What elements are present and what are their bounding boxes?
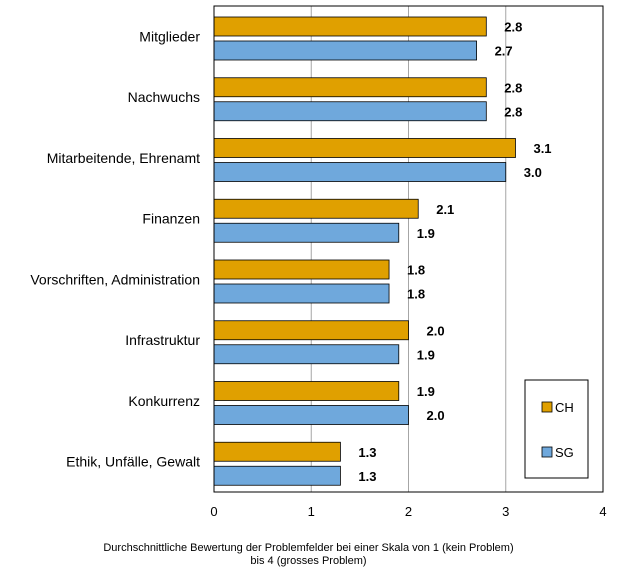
legend-box	[524, 379, 589, 479]
value-label: 2.8	[504, 80, 522, 95]
legend-swatch-sg	[541, 446, 553, 458]
x-axis-title-line1: Durchschnittliche Bewertung der Problemf…	[103, 542, 514, 554]
x-axis-title-line2: bis 4 (grosses Problem)	[250, 555, 367, 567]
bar-ch	[213, 16, 487, 37]
bar-ch	[213, 259, 390, 280]
category-labels: Mitglieder Nachwuchs Mitarbeitende, Ehrena…	[30, 28, 200, 469]
bar-sg	[213, 222, 400, 243]
x-tick-label: 3	[502, 504, 509, 519]
bar-ch	[213, 441, 341, 462]
value-label: 3.0	[524, 165, 542, 180]
bar-sg	[213, 40, 477, 61]
bar-sg	[213, 101, 487, 122]
bar-sg	[213, 344, 400, 365]
category-label: Ethik, Unfälle, Gewalt	[66, 454, 200, 470]
value-label: 2.0	[427, 408, 445, 423]
value-label: 2.7	[495, 44, 513, 59]
category-label: Finanzen	[142, 211, 200, 227]
value-label: 1.3	[358, 445, 376, 460]
bar-ch	[213, 381, 400, 401]
legend-swatch-ch	[541, 401, 553, 413]
bar-ch	[213, 198, 419, 219]
value-label: 1.9	[417, 384, 435, 399]
bar-ch	[213, 320, 409, 341]
value-label: 1.8	[407, 287, 425, 302]
category-label: Vorschriften, Administration	[30, 271, 200, 287]
value-label: 1.3	[358, 469, 376, 484]
x-axis-ticks: 0 1 2 3 4	[210, 504, 606, 519]
category-label: Mitarbeitende, Ehrenamt	[47, 150, 200, 166]
bar-sg	[213, 283, 390, 304]
category-label: Mitglieder	[139, 28, 200, 44]
x-tick-label: 1	[308, 504, 315, 519]
x-tick-label: 0	[210, 504, 217, 519]
value-label: 3.1	[533, 141, 551, 156]
value-label: 2.1	[436, 202, 454, 217]
bar-ch	[213, 138, 516, 158]
category-label: Nachwuchs	[128, 89, 200, 105]
bars	[213, 16, 516, 486]
bar-sg	[213, 162, 507, 182]
legend: CH SG	[524, 379, 589, 479]
legend-label-ch: CH	[555, 400, 574, 415]
value-label: 2.8	[504, 104, 522, 119]
value-label: 1.8	[407, 263, 425, 278]
legend-label-sg: SG	[555, 445, 574, 460]
bar-ch	[213, 77, 487, 98]
bar-sg	[213, 405, 409, 425]
x-axis-title: Durchschnittliche Bewertung der Problemf…	[0, 542, 617, 568]
value-label: 2.8	[504, 20, 522, 35]
bar-sg	[213, 465, 341, 486]
value-label: 1.9	[417, 347, 435, 362]
category-label: Infrastruktur	[125, 332, 200, 348]
x-tick-label: 2	[405, 504, 412, 519]
category-label: Konkurrenz	[128, 393, 200, 409]
value-labels: 2.82.72.82.83.13.02.11.91.81.82.01.91.92…	[358, 20, 551, 484]
value-label: 2.0	[427, 323, 445, 338]
plot-frame	[213, 5, 604, 493]
x-tick-label: 4	[599, 504, 606, 519]
value-label: 1.9	[417, 226, 435, 241]
